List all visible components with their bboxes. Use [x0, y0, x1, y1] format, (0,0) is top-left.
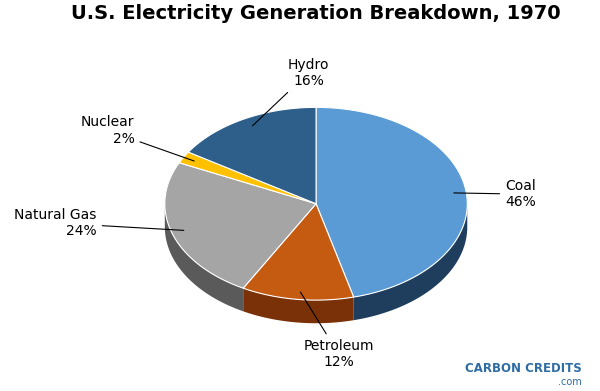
Text: Petroleum
12%: Petroleum 12%	[301, 292, 374, 369]
Polygon shape	[243, 204, 353, 300]
Polygon shape	[316, 108, 467, 297]
Text: Coal
46%: Coal 46%	[454, 179, 536, 209]
Text: CARBON CREDITS: CARBON CREDITS	[465, 362, 582, 375]
Polygon shape	[165, 163, 316, 288]
Polygon shape	[165, 204, 243, 311]
Polygon shape	[179, 152, 316, 204]
Polygon shape	[243, 288, 353, 323]
Title: U.S. Electricity Generation Breakdown, 1970: U.S. Electricity Generation Breakdown, 1…	[71, 4, 561, 23]
Text: .com: .com	[558, 377, 582, 387]
Polygon shape	[353, 205, 467, 320]
Text: Nuclear
2%: Nuclear 2%	[81, 115, 194, 161]
Text: Hydro
16%: Hydro 16%	[253, 57, 329, 126]
Text: Natural Gas
24%: Natural Gas 24%	[14, 208, 184, 238]
Polygon shape	[188, 108, 316, 204]
